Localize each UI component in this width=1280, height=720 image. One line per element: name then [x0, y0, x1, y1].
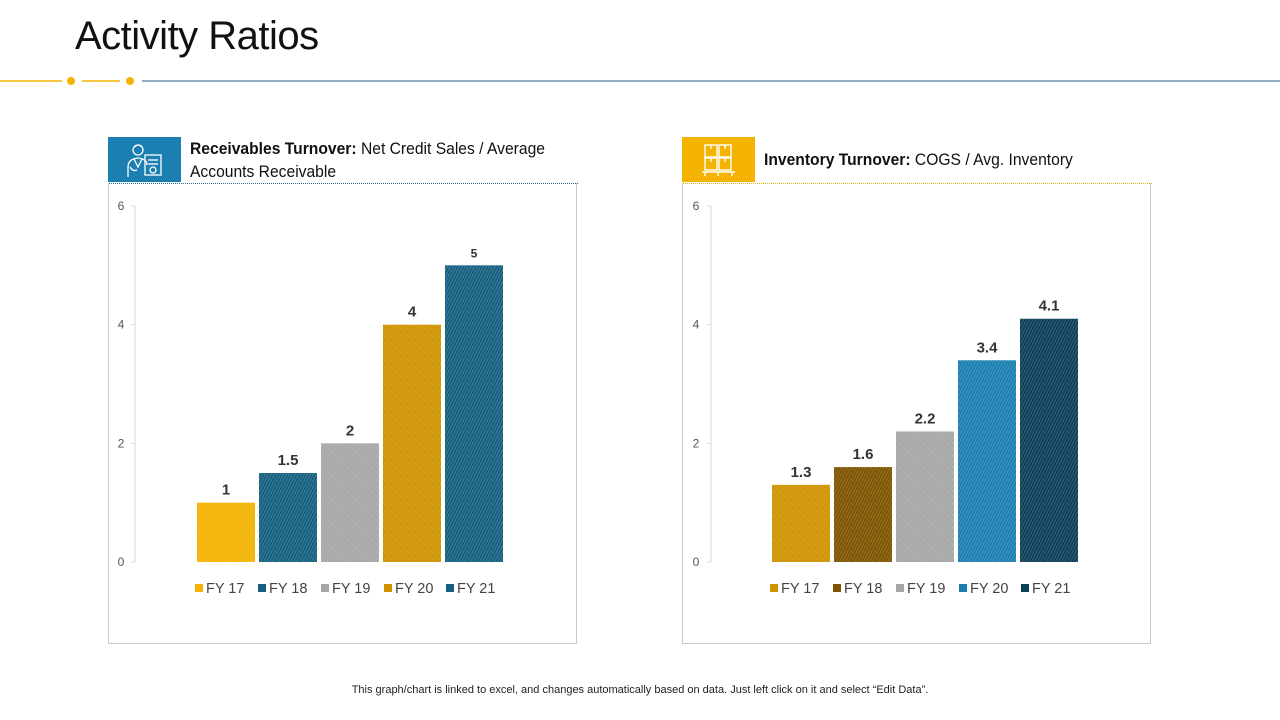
title-divider [0, 77, 1280, 85]
inventory-chart[interactable]: 0 2 4 6 1.3 1.6 2.2 3.4 4.1 FY 17 FY 18 FY 19 FY 20 F… [0, 183, 1280, 644]
legend-swatch [321, 584, 329, 592]
bar-fy-21[interactable] [1020, 318, 1078, 562]
data-label: 1.3 [791, 464, 812, 481]
legend-label: FY 20 [395, 581, 433, 597]
legend-label: FY 19 [332, 581, 370, 597]
legend-swatch [258, 584, 266, 592]
page-title: Activity Ratios [75, 14, 319, 58]
footer-note: This graph/chart is linked to excel, and… [351, 684, 929, 696]
legend-label: FY 21 [457, 581, 495, 597]
legend-label: FY 21 [1032, 581, 1070, 597]
receivables-header-text: Receivables Turnover: Net Credit Sales /… [190, 137, 549, 182]
legend-label: FY 19 [907, 581, 945, 597]
legend-swatch [833, 584, 841, 592]
bar-fy-21[interactable] [445, 265, 503, 562]
bar-fy-18[interactable] [259, 473, 317, 562]
bar-fy-17[interactable] [197, 502, 255, 562]
data-label: 4.1 [1039, 298, 1060, 315]
legend-swatch [195, 584, 203, 592]
bar-fy-20[interactable] [958, 360, 1016, 562]
y-tick-label: 4 [118, 318, 125, 332]
legend-label: FY 18 [269, 581, 307, 597]
inventory-boxes-icon [682, 137, 755, 182]
bar-fy-19[interactable] [321, 443, 379, 562]
legend-label: FY 20 [970, 581, 1008, 597]
inventory-formula: COGS / Avg. Inventory [910, 150, 1073, 169]
inventory-header: Inventory Turnover: COGS / Avg. Inventor… [682, 137, 1152, 184]
legend-swatch [959, 584, 967, 592]
legend-swatch [1021, 584, 1029, 592]
doctor-document-icon [108, 137, 181, 182]
inventory-header-text: Inventory Turnover: COGS / Avg. Inventor… [764, 137, 1123, 182]
data-label: 1.5 [278, 452, 299, 469]
legend-swatch [446, 584, 454, 592]
data-label: 2 [346, 422, 354, 439]
data-label: 2.2 [915, 410, 936, 427]
legend-swatch [896, 584, 904, 592]
legend-label: FY 18 [844, 581, 882, 597]
receivables-chart[interactable]: 0 2 4 6 1 1.5 2 4 5 FY 17 FY 18 FY 19 FY 20 FY 21 [0, 183, 1280, 644]
data-label: 1 [222, 482, 230, 499]
legend-swatch [770, 584, 778, 592]
data-label: 3.4 [977, 339, 999, 356]
y-tick-label: 2 [693, 436, 700, 450]
legend-label: FY 17 [206, 581, 244, 597]
receivables-label: Receivables Turnover: [190, 138, 357, 158]
bar-fy-20[interactable] [383, 324, 441, 562]
y-tick-label: 6 [118, 199, 125, 213]
data-label: 5 [471, 246, 478, 260]
inventory-chart-frame [682, 183, 1151, 644]
inventory-label: Inventory Turnover: [764, 150, 911, 169]
receivables-formula: Net Credit Sales / Average Accounts Rece… [190, 138, 545, 181]
bar-fy-17[interactable] [772, 484, 830, 562]
bar-fy-18[interactable] [834, 467, 892, 562]
bar-fy-19[interactable] [896, 431, 954, 562]
y-tick-label: 2 [118, 436, 125, 450]
legend-swatch [384, 584, 392, 592]
data-label: 4 [408, 304, 417, 321]
y-tick-label: 0 [118, 555, 125, 569]
receivables-chart-frame [108, 183, 577, 644]
data-label: 1.6 [853, 446, 874, 463]
receivables-header: Receivables Turnover: Net Credit Sales /… [108, 137, 578, 184]
legend-label: FY 17 [781, 581, 819, 597]
y-tick-label: 0 [693, 555, 700, 569]
y-tick-label: 4 [693, 318, 700, 332]
y-tick-label: 6 [693, 199, 700, 213]
